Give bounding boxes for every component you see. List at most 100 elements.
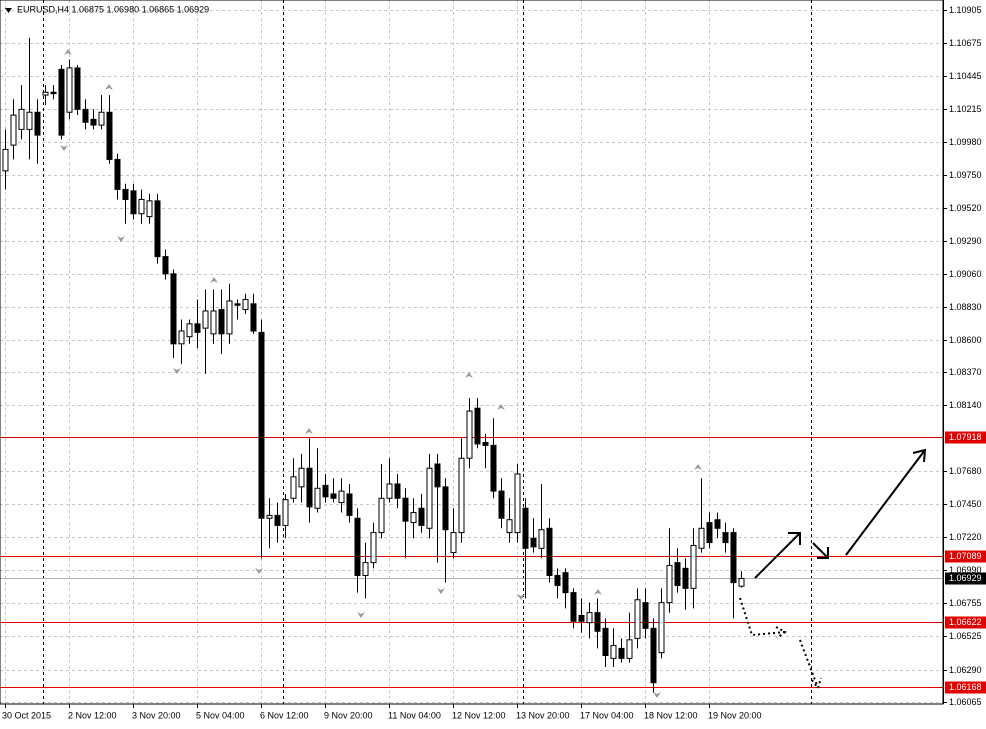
candle-body xyxy=(114,158,121,190)
candle-body xyxy=(154,200,161,258)
candle-body xyxy=(610,645,617,659)
candle-body xyxy=(642,602,649,629)
y-tick-label: 1.06290 xyxy=(949,665,982,675)
candle-body xyxy=(290,476,297,499)
candle-body xyxy=(442,486,449,531)
candle-body xyxy=(394,483,401,499)
candle-body xyxy=(202,310,209,329)
axes: 1.10905 1.10675 1.10445 1.10215 1.09980 1.097… xyxy=(2,5,986,720)
candle-body xyxy=(450,532,457,554)
candle-body xyxy=(490,444,497,492)
drawn-arrows xyxy=(739,448,927,691)
candle-body xyxy=(426,467,433,529)
candle-body xyxy=(50,91,57,95)
candle-body xyxy=(26,111,33,130)
candle-body xyxy=(282,499,289,526)
y-tick-label: 1.07450 xyxy=(949,499,982,509)
level-label-bg xyxy=(945,681,986,694)
candle-body xyxy=(162,256,169,275)
y-tick-label: 1.07220 xyxy=(949,532,982,542)
y-tick-label: 1.09060 xyxy=(949,269,982,279)
y-tick-label: 1.09980 xyxy=(949,137,982,147)
candle-body xyxy=(402,497,409,522)
candle-body xyxy=(722,532,729,544)
dotted-arrow xyxy=(799,639,822,691)
candle-body xyxy=(106,111,113,160)
candle-body xyxy=(650,627,657,684)
candle-body xyxy=(666,564,673,604)
level-label: 1.06168 xyxy=(949,682,982,692)
candle-body xyxy=(434,463,441,488)
y-tick-label: 1.06755 xyxy=(949,598,982,608)
chart-title: EURUSD,H4 1.06875 1.06980 1.06865 1.0692… xyxy=(17,4,209,14)
candle-body xyxy=(690,544,697,589)
y-tick-label: 1.10215 xyxy=(949,104,982,114)
candle-body xyxy=(370,532,377,564)
x-tick-label: 2 Nov 12:00 xyxy=(68,710,117,720)
candle-body xyxy=(634,599,641,639)
candle-body xyxy=(330,493,337,499)
candle-body xyxy=(354,517,361,576)
level-label-bg xyxy=(945,431,986,444)
candle-body xyxy=(178,330,185,345)
candle-body xyxy=(74,67,81,110)
y-tick-label: 1.08140 xyxy=(949,400,982,410)
candle-body xyxy=(66,67,73,113)
y-tick-label: 1.06525 xyxy=(949,631,982,641)
candle-body xyxy=(186,323,193,338)
x-tick-label: 5 Nov 04:00 xyxy=(196,710,245,720)
candle-body xyxy=(466,410,473,459)
candle-body xyxy=(258,331,265,519)
x-tick-label: 12 Nov 12:00 xyxy=(452,710,506,720)
x-tick-label: 17 Nov 04:00 xyxy=(580,710,634,720)
y-tick-label: 1.07680 xyxy=(949,466,982,476)
candle-body xyxy=(226,300,233,335)
candle-body xyxy=(674,562,681,586)
level-label: 1.06622 xyxy=(949,617,982,627)
level-label-bg xyxy=(945,550,986,563)
arrow xyxy=(812,542,829,559)
x-tick-label: 30 Oct 2015 xyxy=(2,710,51,720)
candle-body xyxy=(90,118,97,126)
candle-body xyxy=(554,574,561,586)
y-tick-label: 1.06990 xyxy=(949,565,982,575)
candle-body xyxy=(274,514,281,526)
candle-body xyxy=(130,190,137,215)
candle-body xyxy=(18,108,25,130)
candle-body xyxy=(474,407,481,445)
candle-body xyxy=(514,473,521,534)
candle-body xyxy=(522,507,529,549)
level-label: 1.07089 xyxy=(949,551,982,561)
candle-body xyxy=(194,323,201,333)
last-price-bg xyxy=(945,572,986,585)
candle-body xyxy=(146,200,153,218)
candle-body xyxy=(362,562,369,576)
y-tick-label: 1.10675 xyxy=(949,38,982,48)
candle-body xyxy=(570,592,577,622)
x-tick-label: 13 Nov 20:00 xyxy=(516,710,570,720)
level-label-bg xyxy=(945,616,986,629)
candle-body xyxy=(410,512,417,524)
candle-body xyxy=(338,490,345,504)
symbol-menu-icon[interactable] xyxy=(5,8,12,13)
candle-body xyxy=(2,148,9,172)
candle-body xyxy=(714,519,721,529)
candle-body xyxy=(546,527,553,576)
x-tick-label: 9 Nov 20:00 xyxy=(324,710,373,720)
candle-body xyxy=(234,303,241,306)
candle-body xyxy=(618,647,625,659)
y-tick-label: 1.09290 xyxy=(949,236,982,246)
y-tick-label: 1.08600 xyxy=(949,335,982,345)
candle-body xyxy=(658,602,665,654)
x-tick-label: 6 Nov 12:00 xyxy=(260,710,309,720)
candle-body xyxy=(594,612,601,632)
candle-body xyxy=(562,572,569,594)
candle-body xyxy=(530,537,537,548)
y-tick-label: 1.08370 xyxy=(949,367,982,377)
candle-body xyxy=(506,519,513,534)
y-tick-label: 1.09750 xyxy=(949,170,982,180)
candle-body xyxy=(10,114,17,146)
candle-body xyxy=(298,467,305,488)
candle-body xyxy=(738,577,745,587)
